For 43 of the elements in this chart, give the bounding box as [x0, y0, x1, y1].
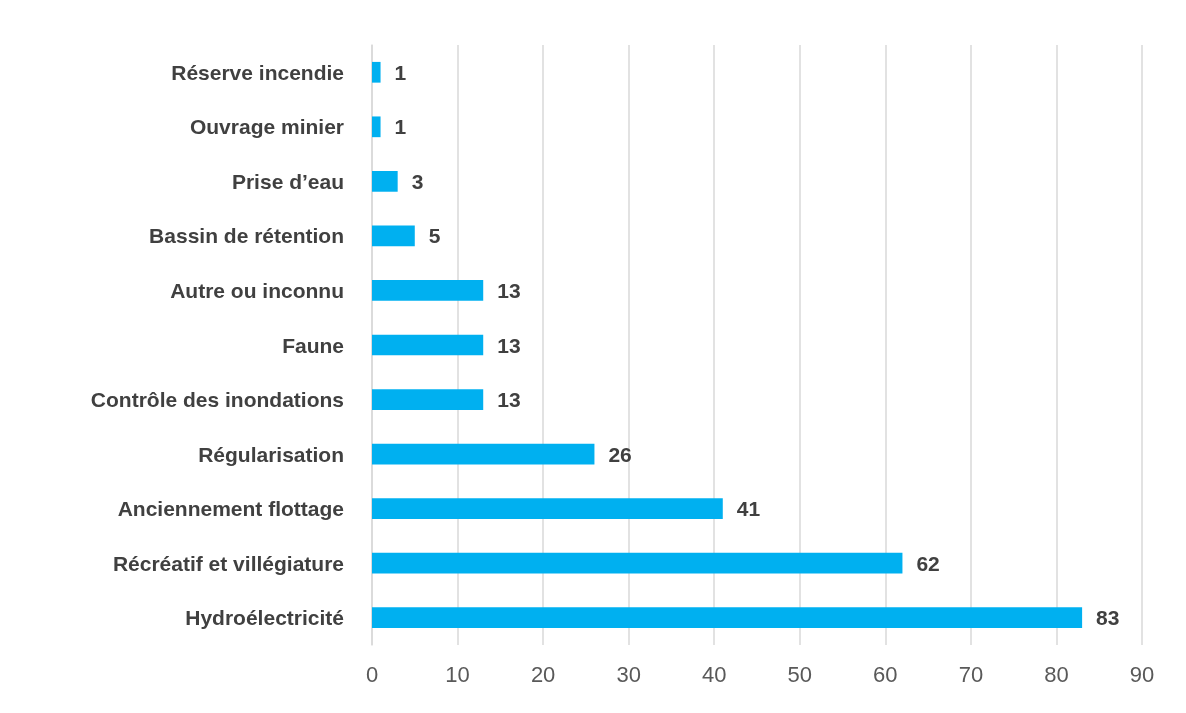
x-tick-label: 10: [445, 661, 470, 687]
y-tick-label: Ouvrage minier: [189, 115, 344, 139]
bar: [372, 498, 723, 519]
y-tick-label: Prise d’eau: [231, 169, 344, 193]
y-tick-label: Autre ou inconnu: [170, 278, 344, 302]
data-label: 1: [394, 115, 407, 139]
data-label: 1: [394, 60, 407, 84]
bar: [372, 225, 415, 247]
data-label: 3: [411, 169, 424, 193]
bar: [372, 61, 381, 83]
y-tick-label: Contrôle des inondations: [90, 388, 344, 412]
data-label: 13: [497, 278, 521, 302]
bar: [372, 443, 595, 465]
bar: [372, 389, 484, 410]
x-tick-label: 30: [616, 661, 641, 687]
x-tick-label: 50: [787, 661, 813, 687]
x-tick-label: 40: [701, 661, 727, 687]
bar: [372, 171, 398, 192]
x-tick-label: 70: [958, 661, 984, 687]
x-tick-label: 60: [873, 661, 898, 687]
bar: [372, 116, 381, 138]
x-tick-label: 0: [365, 661, 379, 687]
data-label: 83: [1096, 606, 1120, 630]
bar: [372, 280, 484, 301]
bar: [372, 552, 903, 574]
y-tick-label: Régularisation: [198, 442, 344, 466]
data-label: 62: [916, 551, 940, 575]
y-tick-label: Récréatif et villégiature: [112, 551, 344, 575]
bar: [372, 334, 484, 356]
y-tick-label: Faune: [282, 333, 344, 357]
y-tick-label: Bassin de rétention: [149, 224, 344, 248]
data-label: 5: [428, 224, 441, 248]
x-tick-label: 80: [1044, 661, 1069, 687]
data-label: 41: [736, 497, 761, 521]
data-label: 26: [608, 442, 632, 466]
x-tick-label: 90: [1129, 661, 1155, 687]
x-tick-label: 20: [530, 661, 556, 687]
y-tick-label: Réserve incendie: [171, 60, 344, 84]
data-label: 13: [497, 333, 521, 357]
y-tick-label: Hydroélectricité: [185, 606, 344, 630]
y-tick-label: Anciennement flottage: [117, 497, 344, 521]
bar: [372, 607, 1083, 629]
data-label: 13: [497, 388, 521, 412]
